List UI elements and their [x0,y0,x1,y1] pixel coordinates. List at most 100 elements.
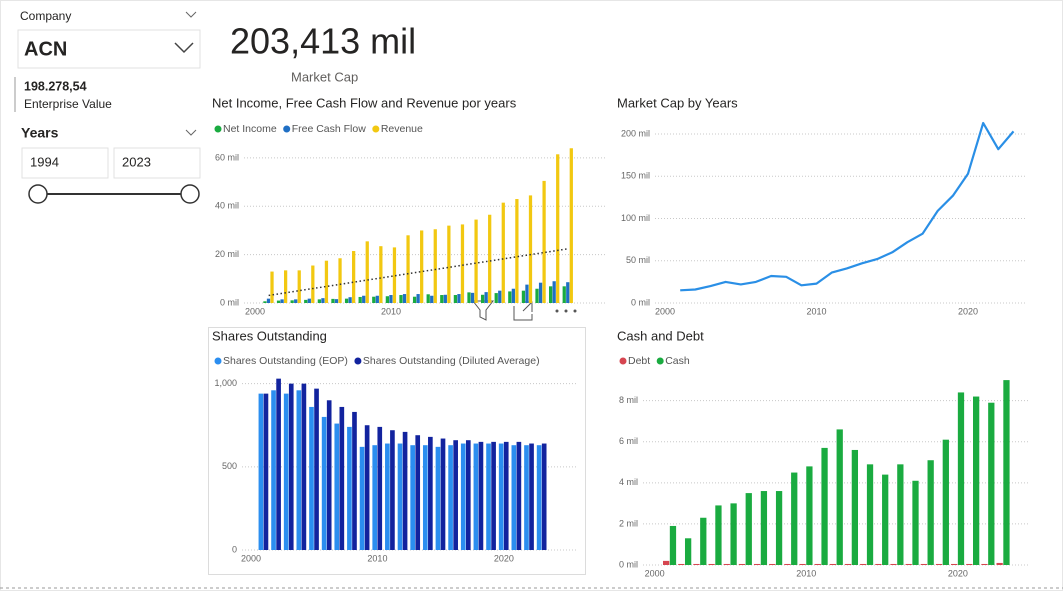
bar [347,426,352,550]
bar [307,298,311,303]
bar [799,563,806,565]
bar [525,284,529,303]
bar [465,440,471,550]
bar [562,286,566,303]
y-tick-label: 500 [222,461,237,471]
bar [297,270,301,303]
x-tick-label: 2010 [796,568,816,578]
bar [406,235,410,303]
bar [988,402,995,565]
bar [314,388,319,550]
bar [516,441,522,550]
bar [738,563,746,565]
bar [385,296,390,303]
bar [365,241,369,303]
x-tick-label: 2000 [655,306,675,316]
bar [263,393,269,550]
bar [470,292,475,303]
bar [498,290,502,303]
bar [515,199,519,303]
y-tick-label: 20 mil [215,249,239,259]
bar [412,296,417,303]
filter-icon[interactable] [471,300,495,321]
slider-handle[interactable] [28,184,48,204]
chevron[interactable] [185,129,197,136]
chevron[interactable] [174,42,194,54]
y-tick-label: 200 mil [621,128,650,138]
bar [296,390,302,550]
bar [288,383,294,550]
bar [851,449,859,565]
year-start[interactable]: 1994 [30,154,59,169]
bar [836,429,843,565]
legend-marker [283,125,291,133]
bar [467,292,471,303]
bar [435,446,441,550]
slicer-label: Years [21,125,59,141]
bar [402,294,407,303]
legend-label: Free Cash Flow [292,123,367,135]
year-end[interactable]: 2023 [122,154,151,169]
bar [935,563,943,565]
y-tick-label: 0 mil [631,297,650,307]
bar [669,525,677,565]
bar [897,464,904,565]
bar [775,491,783,565]
bar [569,148,573,303]
y-tick-label: 50 mil [626,255,650,265]
bar [339,406,345,550]
dropdown-value[interactable]: ACN [24,38,67,60]
bar [428,436,433,550]
bar [430,295,434,303]
bar [266,298,271,303]
slider-handle[interactable] [180,184,200,204]
legend-marker [354,357,362,365]
bar [693,563,700,565]
bar [684,538,692,565]
x-tick-label: 2020 [494,553,514,563]
bar [422,445,428,550]
bar [484,292,488,303]
year-input[interactable] [113,147,201,179]
x-tick-label: 2000 [645,568,665,578]
chart-title: Shares Outstanding [212,328,327,343]
chart-title: Cash and Debt [617,328,704,343]
bar [730,503,737,565]
legend-label: Shares Outstanding (EOP) [223,355,348,367]
x-tick-label: 2020 [958,306,978,316]
bar [334,423,340,550]
bar [511,445,517,550]
chart-title: Net Income, Free Cash Flow and Revenue p… [212,95,517,110]
bar [491,441,496,550]
bar [460,443,466,550]
y-tick-label: 4 mil [619,477,638,487]
bar [745,493,752,565]
y-tick-label: 150 mil [621,171,650,181]
x-tick-label: 2010 [381,306,401,316]
chevron[interactable] [185,11,197,18]
year-input[interactable] [21,147,109,179]
bar [957,392,965,565]
x-tick-label: 2010 [367,553,387,563]
bar [678,563,685,565]
bar [769,563,776,565]
y-tick-label: 8 mil [619,395,638,405]
kpi-value: 198.278,54 [24,79,87,93]
bar [258,393,264,550]
bar [524,445,529,550]
bar [364,425,370,550]
bar [271,390,276,550]
bar [457,294,461,303]
more-options[interactable] [555,309,577,313]
dropdown[interactable] [17,29,201,69]
bar [294,299,298,303]
bar [416,294,420,303]
bar [453,295,458,303]
bar [536,445,542,550]
legend-marker [656,357,664,365]
bar [358,296,362,303]
bar [392,247,397,303]
bar [860,563,867,565]
